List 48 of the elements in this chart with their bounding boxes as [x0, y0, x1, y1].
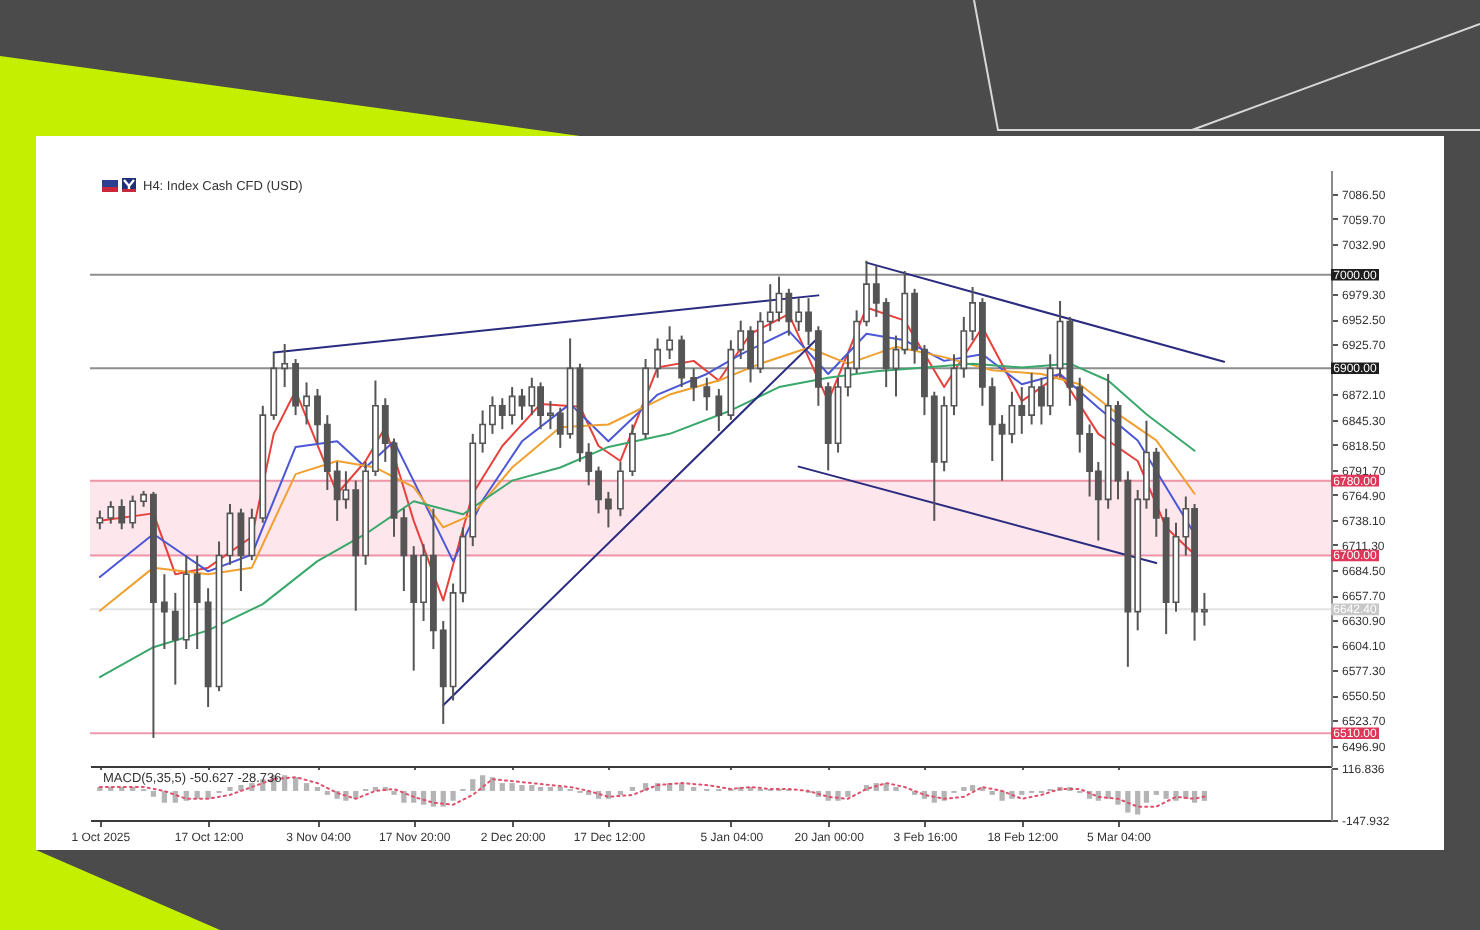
line-series [98, 362, 1196, 679]
bar [1163, 790, 1169, 799]
candlestick [616, 460, 624, 518]
candlestick [703, 376, 711, 412]
bar [499, 783, 505, 791]
bar [1125, 790, 1131, 813]
bar [440, 790, 446, 807]
candlestick [690, 367, 698, 403]
candlestick [281, 343, 289, 389]
candlestick [237, 507, 245, 593]
bar [161, 790, 167, 803]
candlestick [248, 507, 256, 562]
bar [529, 785, 535, 791]
bar [292, 777, 299, 791]
bar [205, 790, 211, 799]
candlestick [171, 591, 179, 686]
bar [1135, 790, 1141, 815]
bar [509, 783, 515, 791]
bar [969, 785, 976, 791]
candlestick [118, 498, 126, 531]
bar [1115, 790, 1121, 805]
candlestick [678, 334, 686, 389]
candlestick [270, 351, 278, 421]
candlestick [129, 494, 137, 530]
bar [450, 790, 456, 801]
bar [194, 790, 200, 799]
candlestick [160, 573, 168, 651]
bar [519, 785, 525, 791]
bar [470, 779, 476, 791]
candlestick [96, 509, 104, 531]
line-series [98, 329, 1196, 578]
bar [430, 790, 437, 807]
candlestick [654, 337, 662, 379]
candlestick [715, 387, 723, 433]
bar [150, 790, 157, 797]
candlestick [629, 423, 636, 477]
candlestick [193, 554, 201, 651]
candlestick [303, 381, 310, 426]
bar [845, 790, 851, 797]
bar [282, 775, 288, 791]
bar [999, 790, 1005, 801]
candlestick [666, 325, 674, 360]
line-series [98, 776, 1206, 808]
line-series [98, 345, 1196, 612]
bar [1143, 790, 1150, 803]
bar [303, 783, 310, 791]
candlestick [292, 358, 300, 417]
candlestick [107, 500, 115, 525]
